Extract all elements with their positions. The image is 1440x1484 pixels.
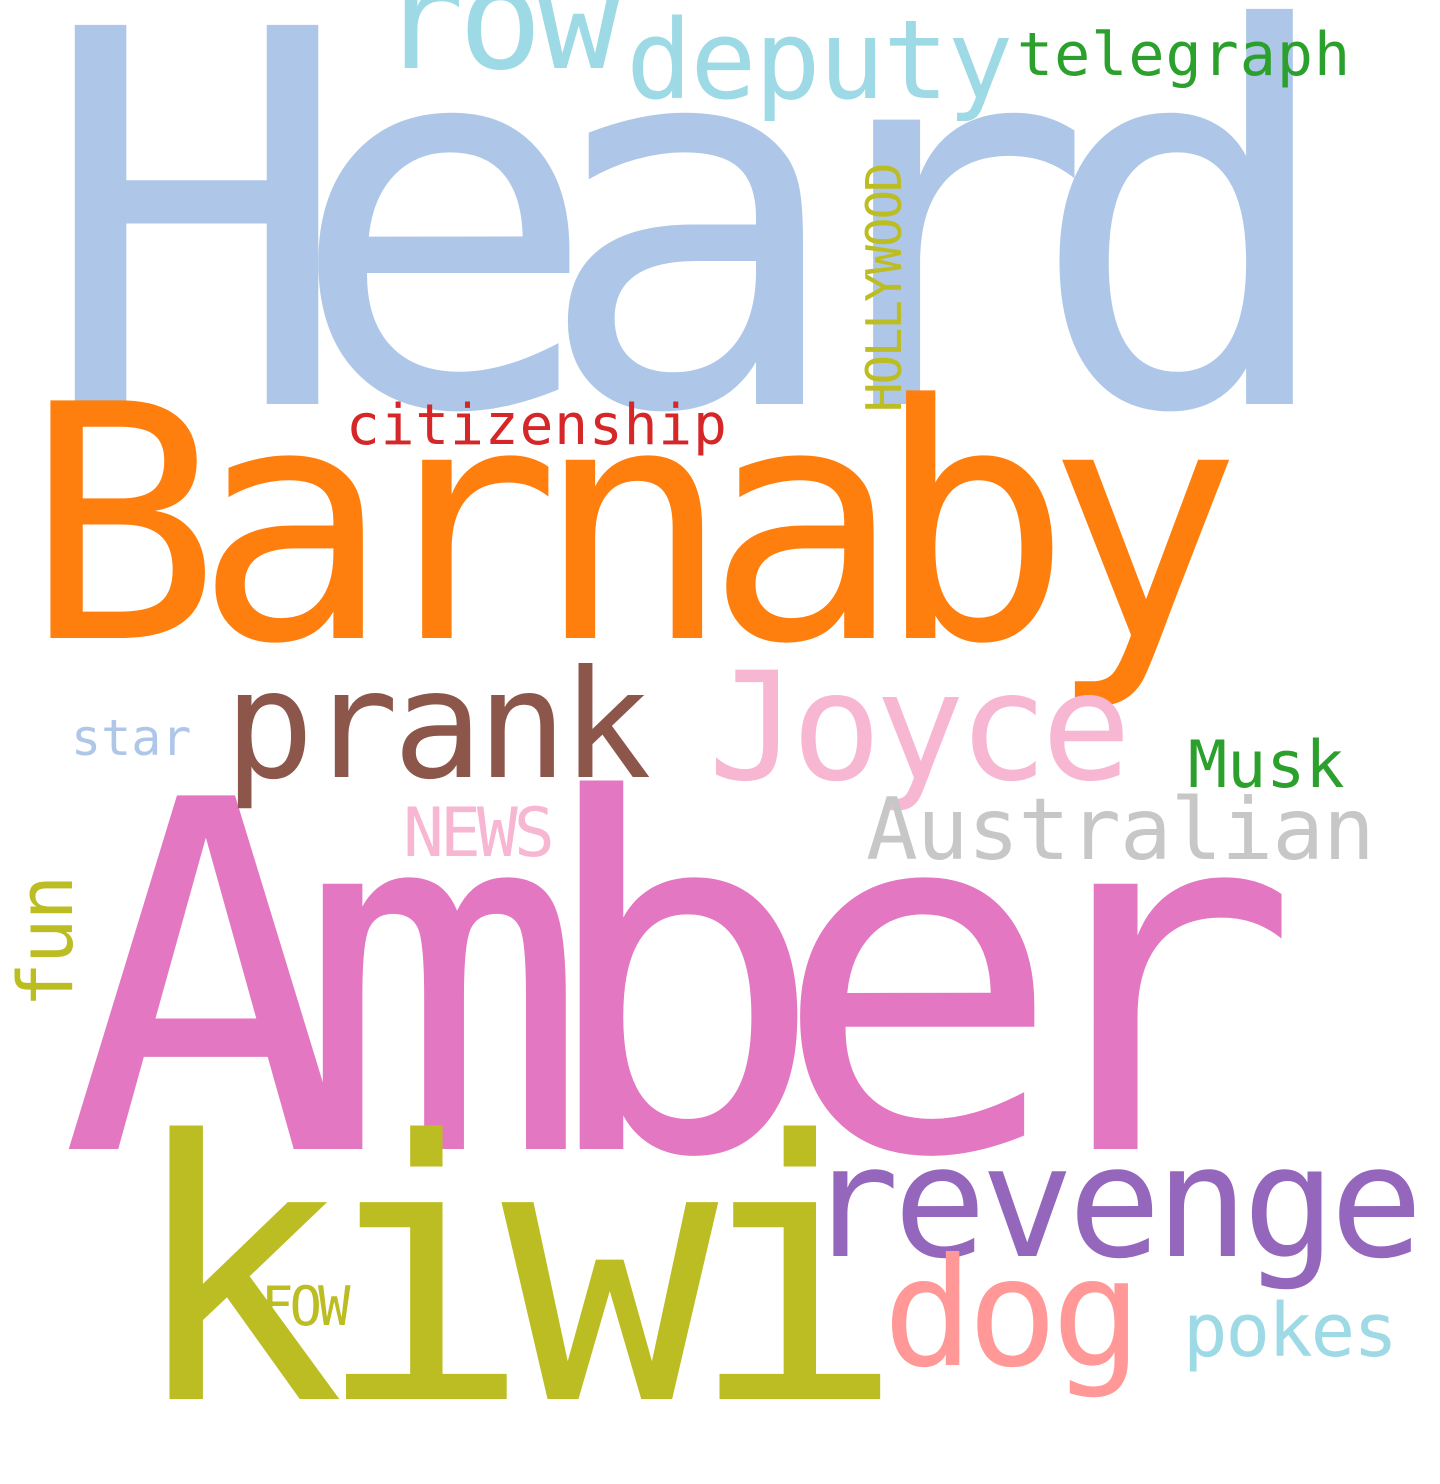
word-star: star — [71, 709, 192, 767]
word-heard: Heard — [40, 0, 1341, 527]
word-joyce: Joyce — [708, 641, 1132, 815]
word-pokes: pokes — [1183, 1288, 1398, 1374]
word-citizenship: citizenship — [346, 393, 728, 458]
word-fun: fun — [1, 876, 90, 1008]
word-kiwi: kiwi — [128, 1065, 905, 1484]
word-amber: Amber — [60, 700, 1300, 1264]
word-musk: Musk — [1188, 728, 1345, 803]
word-prank: prank — [224, 639, 652, 813]
word-row: row — [380, 0, 621, 102]
word-news: NEWS — [403, 794, 555, 873]
word-fow: FOW — [261, 1275, 351, 1338]
word-telegraph: telegraph — [1017, 20, 1352, 90]
word-barnaby: Barnaby — [24, 335, 1242, 715]
word-revenge: revenge — [806, 1112, 1423, 1293]
word-dog: dog — [883, 1227, 1142, 1401]
word-cloud: Heard Barnaby Amber kiwi revenge dog pra… — [1, 0, 1423, 1455]
word-hollywood: HOLLYWOOD — [856, 164, 913, 412]
word-deputy: deputy — [626, 0, 1013, 124]
word-australian: Australian — [866, 780, 1375, 880]
